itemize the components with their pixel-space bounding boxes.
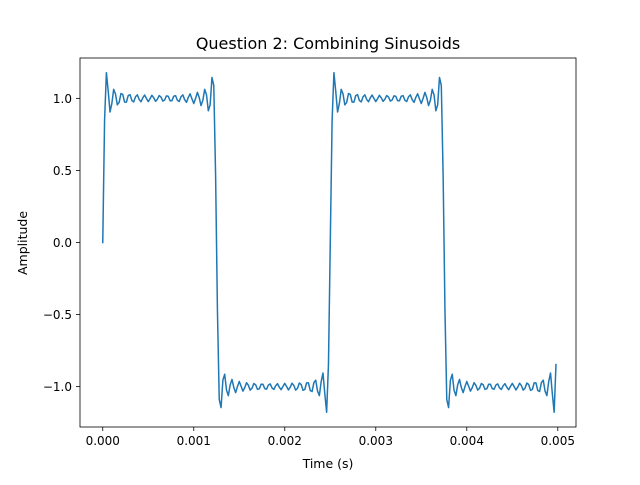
y-axis-label: Amplitude [15, 211, 30, 275]
x-tick-label: 0.002 [268, 434, 302, 448]
y-tick-label: −0.5 [43, 308, 72, 322]
y-tick-label: 0.5 [53, 164, 72, 178]
x-tick-label: 0.004 [450, 434, 484, 448]
y-tick-label: 0.0 [53, 236, 72, 250]
y-tick-label: −1.0 [43, 380, 72, 394]
x-axis-label: Time (s) [302, 456, 354, 471]
x-tick-label: 0.001 [177, 434, 211, 448]
axes-frame [79, 57, 577, 428]
x-tick-label: 0.000 [86, 434, 120, 448]
y-axis-ticks: −1.0 −0.5 0.0 0.5 1.0 [43, 92, 80, 394]
x-tick-label: 0.003 [359, 434, 393, 448]
x-axis-ticks: 0.000 0.001 0.002 0.003 0.004 0.005 [86, 427, 575, 448]
x-tick-label: 0.005 [541, 434, 575, 448]
chart-title: Question 2: Combining Sinusoids [196, 34, 460, 53]
series-line-square-wave [101, 71, 557, 414]
y-tick-label: 1.0 [53, 92, 72, 106]
